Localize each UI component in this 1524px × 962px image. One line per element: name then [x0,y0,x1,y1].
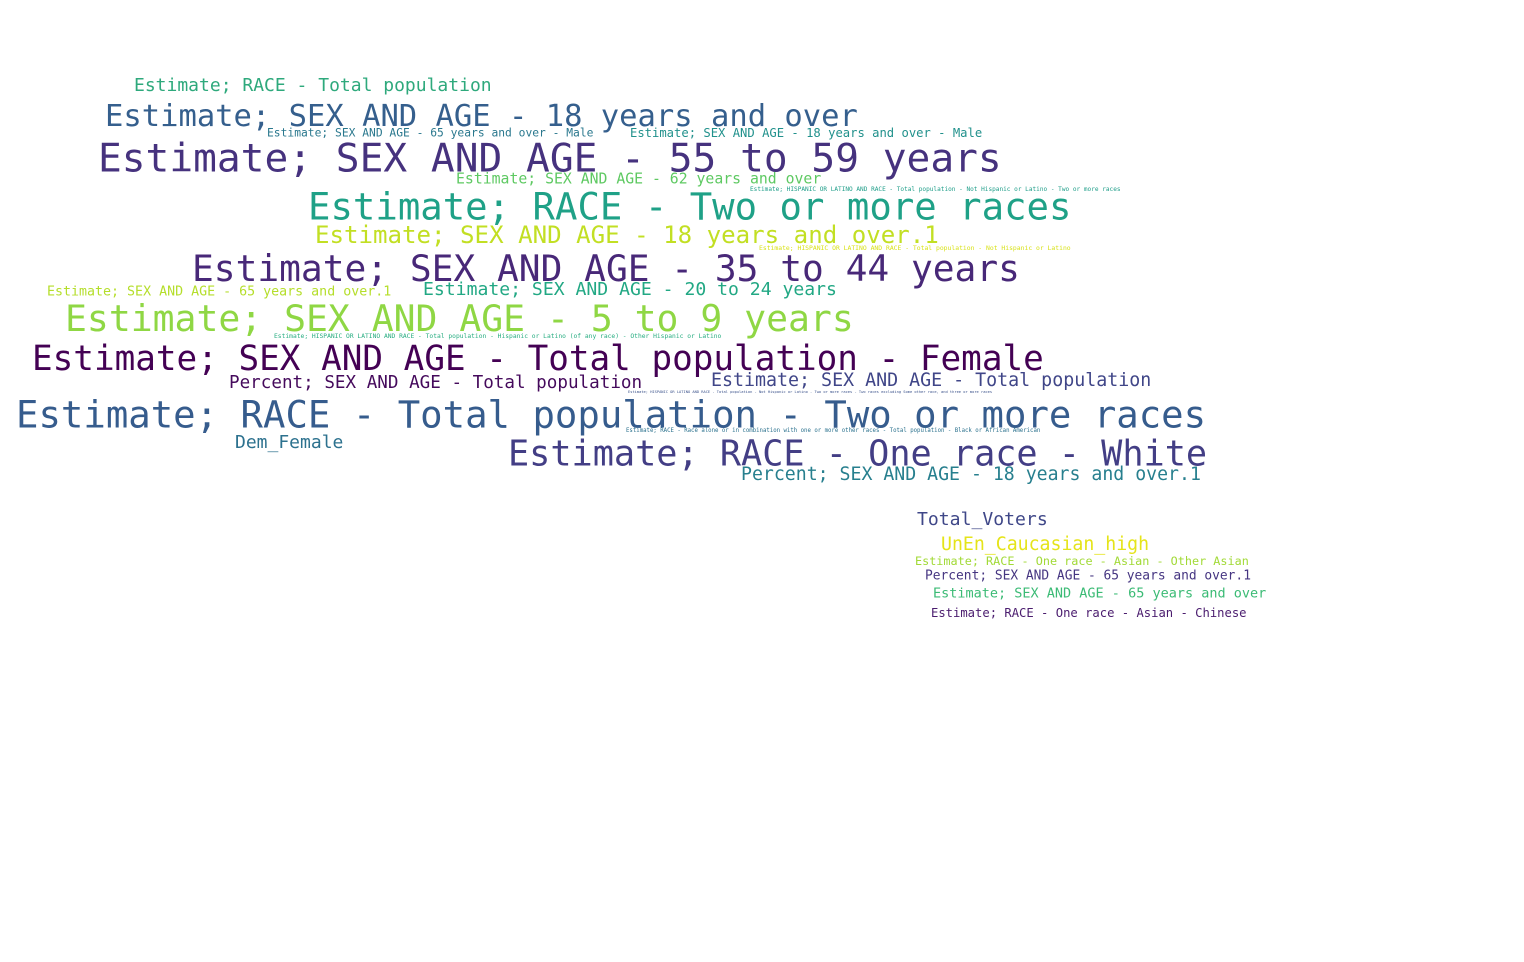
cloud-word: Percent; SEX AND AGE - 18 years and over… [741,466,1201,484]
cloud-word: Estimate; SEX AND AGE - Total population [711,372,1151,390]
cloud-word: Estimate; RACE - Total population [134,77,492,95]
cloud-word: Dem_Female [235,434,343,452]
cloud-word: Total_Voters [917,511,1048,529]
cloud-word: Estimate; SEX AND AGE - 65 years and ove… [933,587,1266,601]
cloud-word: Estimate; RACE - One race - Asian - Othe… [915,556,1249,568]
cloud-word: Percent; SEX AND AGE - Total population [229,375,642,393]
cloud-word: Estimate; SEX AND AGE - 5 to 9 years [65,301,854,337]
cloud-word: Percent; SEX AND AGE - 65 years and over… [925,571,1251,584]
cloud-word: UnEn_Caucasian_high [941,536,1149,554]
cloud-word: Estimate; RACE - One race - Asian - Chin… [931,607,1247,619]
